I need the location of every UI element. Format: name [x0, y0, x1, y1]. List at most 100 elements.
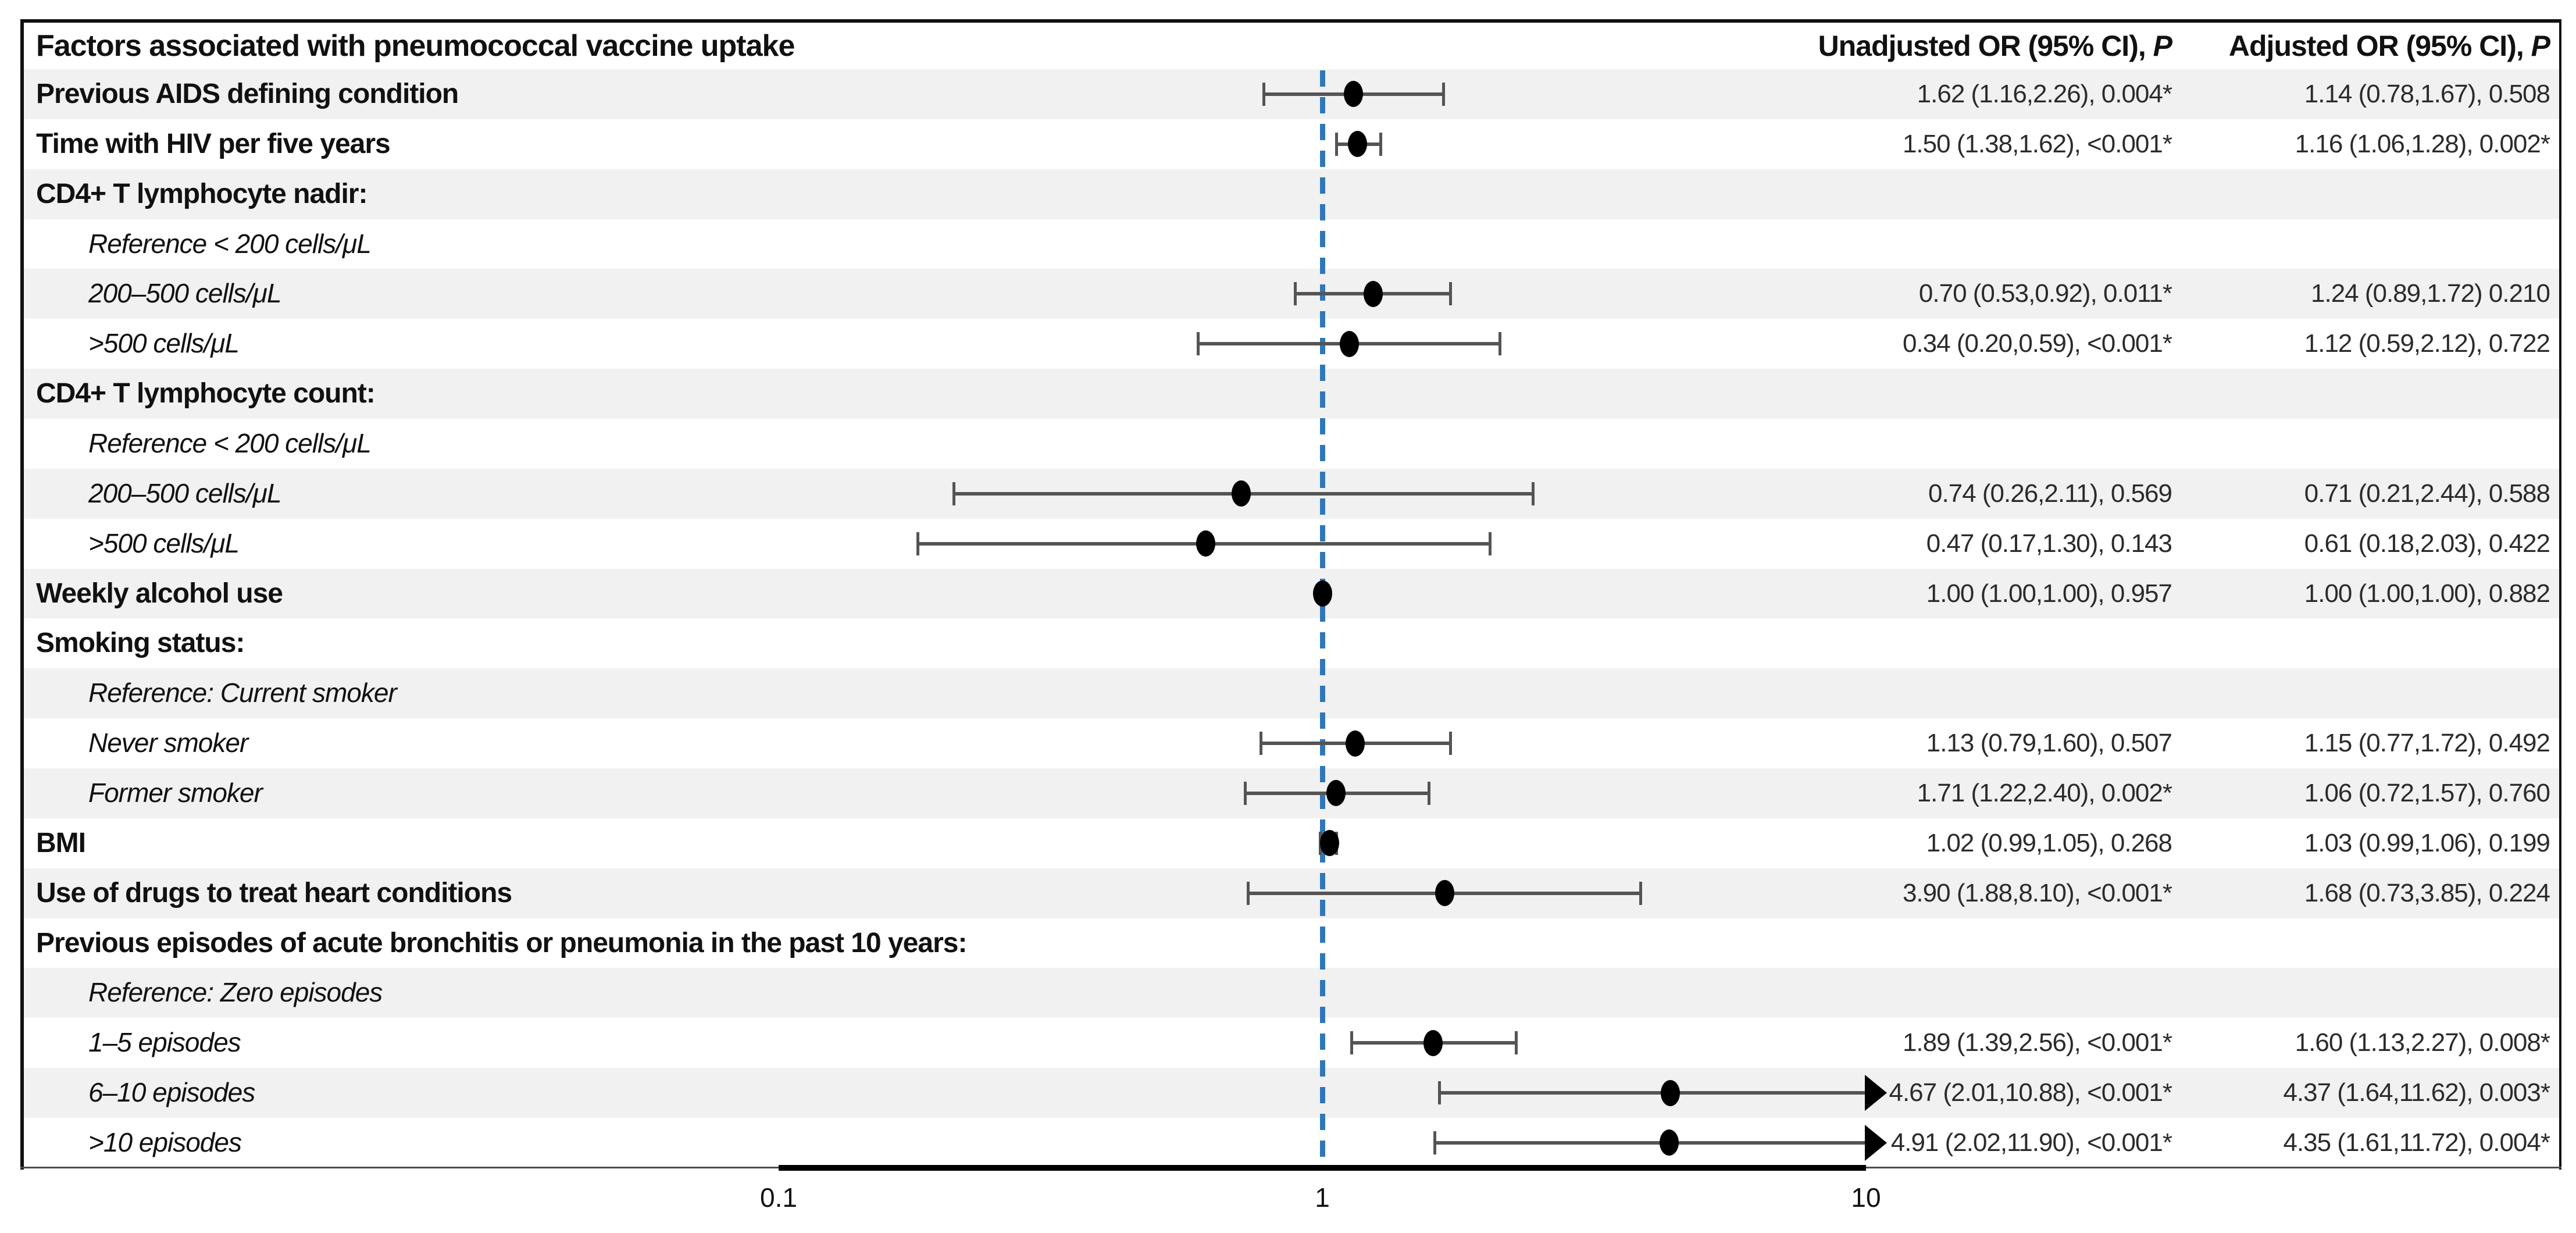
table-row: Weekly alcohol use 1.00 (1.00,1.00), 0.95…	[0, 568, 2576, 619]
unadjusted-value: 1.02 (0.99,1.05), 0.268	[1926, 828, 2172, 857]
ci-cap-right	[1498, 332, 1502, 356]
table-right-border	[2559, 19, 2561, 1170]
table-row: Previous episodes of acute bronchitis or…	[0, 918, 2576, 968]
row-label: BMI	[36, 827, 86, 858]
ci-cap-right	[1442, 82, 1446, 106]
table-row: Previous AIDS defining condition 1.62 (1.…	[0, 69, 2576, 119]
table-row: >500 cells/μL 0.47 (0.17,1.30), 0.143 0.61…	[0, 519, 2576, 569]
ci-clip-arrow-right	[1865, 1124, 1887, 1161]
column-header-unadjusted-text: Unadjusted OR (95% CI),	[1818, 30, 2153, 62]
table-row: 200–500 cells/μL 0.74 (0.26,2.11), 0.569 0…	[0, 468, 2576, 519]
row-label: 6–10 episodes	[88, 1077, 255, 1108]
ci-line	[1439, 1091, 1866, 1095]
ci-cap-left	[1243, 781, 1247, 805]
adjusted-value: 4.37 (1.64,11.62), 0.003*	[2283, 1078, 2550, 1107]
or-point	[1319, 830, 1339, 857]
ci-cap-right	[1488, 532, 1492, 555]
or-point	[1363, 280, 1383, 307]
table-row: Reference < 200 cells/μL	[0, 419, 2576, 469]
adjusted-value: 1.14 (0.78,1.67), 0.508	[2304, 80, 2550, 108]
unadjusted-value: 1.50 (1.38,1.62), <0.001*	[1902, 129, 2172, 158]
adjusted-value: 1.06 (0.72,1.57), 0.760	[2304, 779, 2550, 808]
row-label: Reference < 200 cells/μL	[88, 428, 372, 459]
row-shading	[24, 269, 2559, 319]
adjusted-value: 1.15 (0.77,1.72), 0.492	[2304, 729, 2550, 758]
table-row: >10 episodes 4.91 (2.02,11.90), <0.001* 4.…	[0, 1118, 2576, 1168]
table-row: 6–10 episodes 4.67 (2.01,10.88), <0.001* 4…	[0, 1068, 2576, 1118]
adjusted-value: 1.16 (1.06,1.28), 0.002*	[2295, 129, 2550, 158]
x-axis-line	[779, 1165, 1866, 1171]
table-row: Never smoker 1.13 (0.79,1.60), 0.507 1.15 …	[0, 718, 2576, 768]
ci-cap-left	[1293, 282, 1297, 306]
ci-cap-left	[1335, 132, 1338, 156]
row-label: CD4+ T lymphocyte count:	[36, 378, 376, 409]
ci-cap-right	[1639, 881, 1643, 905]
row-label: CD4+ T lymphocyte nadir:	[36, 178, 368, 209]
table-top-border	[20, 19, 2561, 23]
adjusted-value: 1.03 (0.99,1.06), 0.199	[2304, 828, 2550, 857]
or-point	[1661, 1079, 1681, 1106]
adjusted-value: 1.68 (0.73,3.85), 0.224	[2304, 878, 2550, 907]
table-row: 1–5 episodes 1.89 (1.39,2.56), <0.001* 1.6…	[0, 1018, 2576, 1068]
or-point	[1435, 880, 1455, 907]
ci-cap-left	[1433, 1131, 1437, 1154]
ci-cap-right	[1532, 482, 1535, 505]
unadjusted-value: 0.47 (0.17,1.30), 0.143	[1926, 529, 2172, 558]
row-shading	[24, 369, 2559, 419]
ci-cap-right	[1428, 781, 1431, 805]
or-point	[1423, 1029, 1443, 1056]
row-label: Time with HIV per five years	[36, 128, 391, 159]
row-shading	[24, 668, 2559, 719]
unadjusted-value: 0.74 (0.26,2.11), 0.569	[1928, 479, 2172, 508]
or-point	[1232, 480, 1251, 507]
ci-cap-left	[1262, 82, 1266, 106]
or-point	[1326, 780, 1346, 807]
table-row: Reference: Current smoker	[0, 668, 2576, 719]
adjusted-value: 1.24 (0.89,1.72) 0.210	[2311, 279, 2550, 308]
row-label: 200–500 cells/μL	[88, 278, 281, 309]
ci-cap-left	[952, 482, 956, 505]
table-row: CD4+ T lymphocyte nadir:	[0, 169, 2576, 219]
figure-title: Factors associated with pneumococcal vac…	[36, 29, 795, 63]
table-left-border	[20, 19, 24, 1170]
ci-cap-left	[1196, 332, 1200, 356]
row-label: Reference: Current smoker	[88, 678, 397, 708]
table-row: Reference < 200 cells/μL	[0, 219, 2576, 269]
unadjusted-value: 1.71 (1.22,2.40), 0.002*	[1917, 779, 2172, 808]
row-label: Previous episodes of acute bronchitis or…	[36, 927, 967, 958]
row-shading	[24, 968, 2559, 1018]
or-point	[1196, 530, 1215, 557]
or-point	[1660, 1129, 1679, 1156]
ci-clip-arrow-right	[1865, 1075, 1887, 1111]
row-label: Weekly alcohol use	[36, 578, 283, 609]
or-point	[1312, 580, 1332, 607]
ci-cap-right	[1514, 1031, 1518, 1055]
column-header-adjusted-or: Adjusted OR (95% CI), P	[2229, 22, 2550, 70]
adjusted-value: 4.35 (1.61,11.72), 0.004*	[2283, 1128, 2550, 1157]
unadjusted-value: 4.91 (2.02,11.90), <0.001*	[1890, 1128, 2172, 1157]
table-row: Smoking status:	[0, 618, 2576, 668]
row-label: >500 cells/μL	[88, 328, 240, 359]
x-axis-tick-0.1: 0.1	[760, 1182, 797, 1213]
column-header-adjusted-text: Adjusted OR (95% CI),	[2228, 30, 2531, 62]
table-row: Reference: Zero episodes	[0, 968, 2576, 1018]
ci-cap-left	[916, 532, 919, 555]
ci-cap-right	[1379, 132, 1383, 156]
table-row: CD4+ T lymphocyte count:	[0, 369, 2576, 419]
row-shading	[24, 568, 2559, 619]
adjusted-value: 0.61 (0.18,2.03), 0.422	[2304, 529, 2550, 558]
unadjusted-value: 1.62 (1.16,2.26), 0.004*	[1917, 80, 2172, 108]
ci-cap-left	[1350, 1031, 1353, 1055]
row-label: 200–500 cells/μL	[88, 477, 281, 508]
column-header-adjusted-p: P	[2531, 30, 2550, 62]
or-point	[1343, 81, 1363, 108]
row-label: Previous AIDS defining condition	[36, 79, 459, 109]
column-header-unadjusted-p: P	[2153, 30, 2172, 62]
or-point	[1346, 730, 1365, 757]
row-label: Reference < 200 cells/μL	[88, 228, 372, 259]
table-row: BMI 1.02 (0.99,1.05), 0.268 1.03 (0.99,1.0…	[0, 818, 2576, 868]
row-label: Use of drugs to treat heart conditions	[36, 877, 512, 908]
unadjusted-value: 0.70 (0.53,0.92), 0.011*	[1918, 279, 2172, 308]
unadjusted-value: 1.89 (1.39,2.56), <0.001*	[1902, 1028, 2172, 1057]
row-label: Never smoker	[88, 728, 248, 758]
